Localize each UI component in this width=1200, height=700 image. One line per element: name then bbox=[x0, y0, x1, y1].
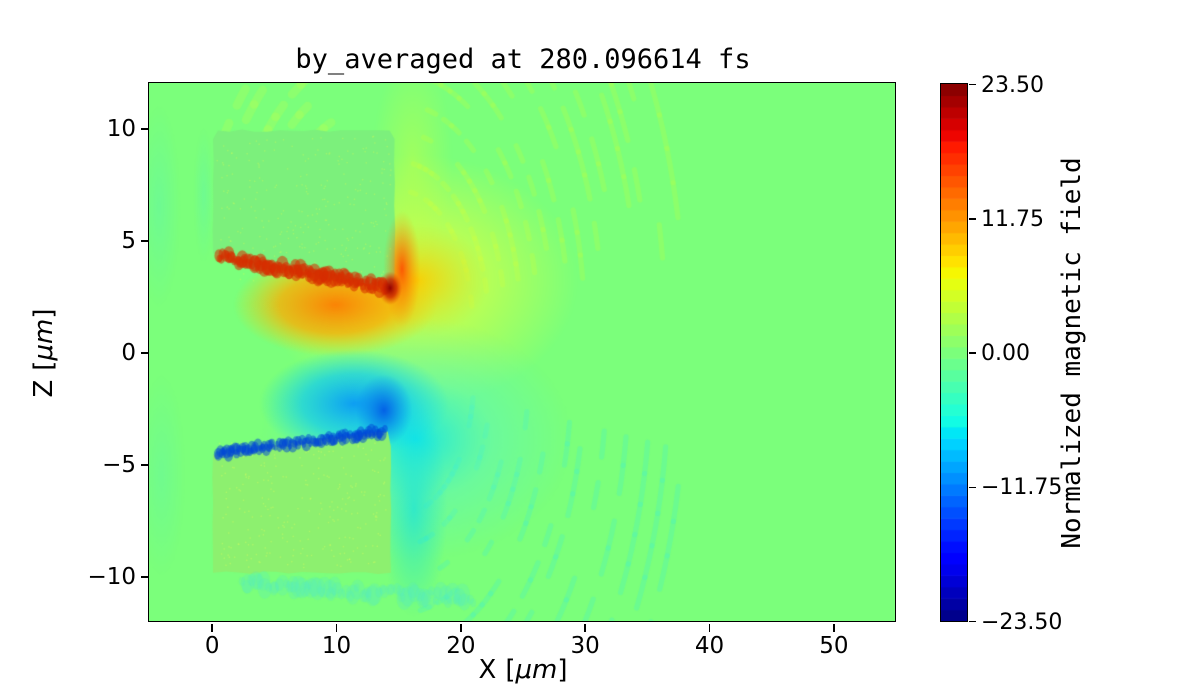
y-tick-label: −10 bbox=[87, 564, 136, 591]
x-tick-label: 10 bbox=[321, 633, 352, 659]
colorbar-frame bbox=[940, 83, 968, 622]
x-axis-label: X [μm] bbox=[150, 655, 896, 685]
y-tick-mark bbox=[140, 464, 149, 466]
y-axis-name: Z bbox=[29, 379, 59, 398]
x-tick-mark bbox=[708, 623, 711, 632]
colorbar-tick-label: −23.50 bbox=[981, 609, 1063, 635]
plot-title: by_averaged at 280.096614 fs bbox=[295, 44, 751, 75]
x-axis-bracket-close: ] bbox=[557, 655, 568, 685]
colorbar-tick-label: 0.00 bbox=[981, 341, 1030, 366]
y-axis-label: Z [μm] bbox=[29, 309, 59, 398]
y-axis-bracket-open: [ bbox=[29, 360, 59, 371]
y-axis-bracket-close: ] bbox=[29, 308, 59, 319]
x-tick-mark bbox=[584, 623, 586, 632]
y-tick-mark bbox=[140, 240, 149, 242]
colorbar-tick-mark bbox=[969, 352, 976, 354]
x-tick-label: 40 bbox=[694, 633, 725, 659]
x-tick-label: 50 bbox=[819, 633, 849, 659]
x-tick-label: 30 bbox=[570, 633, 600, 659]
colorbar-tick-mark bbox=[969, 486, 976, 488]
colorbar-tick-label: 11.75 bbox=[981, 206, 1044, 232]
x-axis-bracket-open: [ bbox=[505, 655, 516, 685]
x-tick-mark bbox=[335, 623, 338, 632]
colorbar-label: Normalized magnetic field bbox=[1057, 157, 1087, 549]
x-axis-name: X bbox=[478, 655, 497, 685]
colorbar-canvas bbox=[941, 84, 967, 621]
axes-frame bbox=[148, 82, 896, 622]
x-tick-label: 0 bbox=[204, 633, 220, 659]
x-tick-label: 20 bbox=[446, 633, 476, 659]
y-tick-mark bbox=[140, 352, 149, 354]
x-axis-unit: μm bbox=[515, 655, 558, 685]
colorbar-tick-mark bbox=[969, 83, 976, 86]
x-tick-mark bbox=[460, 623, 462, 632]
colorbar-tick-label: 23.50 bbox=[981, 72, 1044, 98]
y-tick-label: 10 bbox=[106, 115, 136, 142]
y-tick-mark bbox=[140, 128, 149, 130]
x-tick-mark bbox=[833, 623, 835, 632]
y-tick-label: −5 bbox=[102, 452, 136, 479]
y-axis-unit: μm bbox=[29, 318, 59, 361]
y-tick-mark bbox=[140, 576, 149, 578]
y-tick-label: 5 bbox=[121, 227, 136, 254]
heatmap-canvas bbox=[149, 83, 895, 621]
colorbar-tick-mark bbox=[969, 620, 976, 623]
colorbar-tick-mark bbox=[969, 218, 976, 220]
y-tick-label: 0 bbox=[121, 340, 136, 366]
colorbar-tick-label: −11.75 bbox=[981, 475, 1063, 501]
x-tick-mark bbox=[211, 623, 213, 632]
